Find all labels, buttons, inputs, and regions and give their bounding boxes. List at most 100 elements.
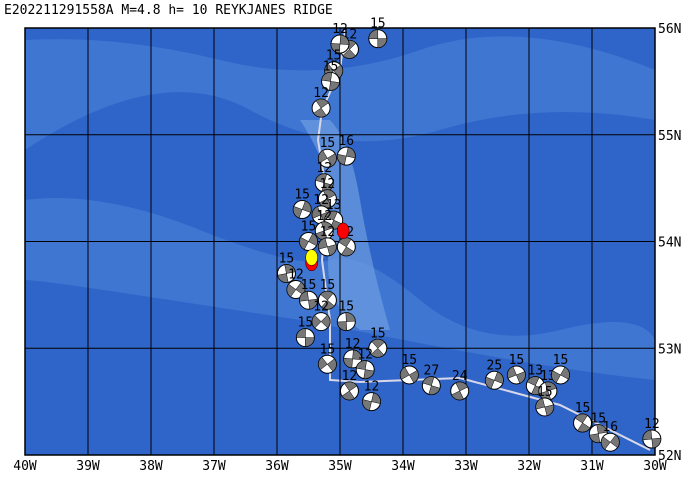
beachball-quadrant (321, 72, 340, 91)
depth-label: 15 (537, 385, 553, 400)
depth-label: 12 (288, 268, 304, 283)
beachball-quadrant (485, 371, 504, 390)
depth-label: 12 (332, 22, 348, 37)
x-tick-label: 35W (328, 459, 352, 474)
beachball-quadrant (507, 366, 526, 384)
beachball (276, 264, 296, 284)
beachball (355, 360, 375, 380)
beachball-quadrant (343, 349, 362, 369)
depth-label: 15 (590, 412, 606, 427)
depth-label: 15 (279, 252, 295, 267)
depth-label: 13 (326, 198, 342, 213)
x-tick-label: 39W (76, 459, 100, 474)
beachball-quadrant (318, 150, 337, 167)
depth-label: 15 (338, 300, 354, 315)
depth-label: 12 (644, 417, 660, 432)
beachball-quadrant (277, 264, 296, 283)
depth-label: 25 (487, 358, 503, 373)
beachball (317, 148, 337, 168)
depth-label: 12 (316, 209, 332, 224)
beachball (286, 280, 306, 300)
y-tick-label: 55N (658, 129, 681, 144)
beachball (292, 199, 312, 219)
map-border (24, 27, 656, 456)
beachball-quadrant (299, 291, 318, 310)
beachball (339, 381, 359, 401)
beachball-quadrant (318, 356, 337, 372)
highlight-event (305, 249, 318, 266)
depth-label: 15 (301, 278, 317, 293)
beachball-quadrant (296, 328, 315, 347)
depth-label: 15 (320, 278, 336, 293)
depth-label: 27 (424, 364, 440, 379)
beachball-quadrant (551, 366, 570, 384)
beachball (317, 290, 337, 310)
beachball (330, 34, 350, 54)
beachball (317, 189, 337, 209)
x-tick-label: 40W (13, 459, 37, 474)
y-tick-label: 53N (658, 342, 681, 357)
depth-label: 15 (370, 326, 386, 341)
beachball-quadrant (370, 339, 385, 358)
beachball-quadrant (330, 34, 350, 54)
beachball-quadrant (356, 360, 375, 379)
beachball (535, 397, 555, 417)
depth-label: 12 (313, 300, 329, 315)
beachball (399, 365, 419, 385)
beachball-quadrant (601, 434, 620, 450)
beachball-quadrant (422, 376, 441, 395)
beachball (336, 146, 356, 166)
beachball-quadrant (337, 312, 356, 331)
depth-label: 16 (602, 420, 618, 435)
beachball (642, 429, 662, 449)
beachball (573, 413, 593, 433)
beachball (551, 365, 570, 385)
beachball-quadrant (311, 314, 331, 329)
depth-label: 15 (401, 353, 417, 368)
y-tick-label: 52N (658, 449, 681, 464)
y-tick-label: 54N (658, 236, 681, 251)
beachball (311, 98, 331, 118)
beachball (368, 338, 388, 358)
depth-label: 12 (313, 193, 329, 208)
depth-label: 12 (313, 86, 329, 101)
highlight-event (336, 222, 350, 240)
beachball-quadrant (400, 366, 419, 384)
x-tick-label: 38W (139, 459, 163, 474)
x-tick-label: 32W (517, 459, 541, 474)
beachball-quadrant (362, 392, 381, 411)
beachball (484, 370, 504, 390)
beachball-quadrant (313, 98, 329, 118)
depth-label: 12 (320, 177, 336, 192)
beachball (317, 237, 337, 257)
beachball-quadrant (589, 424, 608, 443)
x-tick-label: 33W (454, 459, 478, 474)
depth-label: 15 (553, 353, 569, 368)
depth-label: 15 (323, 59, 339, 74)
depth-label: 15 (294, 187, 310, 202)
beachball-quadrant (318, 237, 337, 256)
beachball-quadrant (337, 147, 356, 166)
depth-label: 15 (326, 49, 342, 64)
beachball-quadrant (292, 200, 312, 219)
beachball (336, 237, 356, 257)
depth-label: 15 (575, 401, 591, 416)
x-tick-label: 30W (643, 459, 667, 474)
beachball (600, 432, 620, 452)
y-tick-label: 56N (658, 22, 681, 37)
beachball (336, 312, 356, 332)
beachball (299, 290, 318, 310)
depth-label: 12 (345, 337, 361, 352)
beachball-quadrant (535, 397, 554, 416)
beachball (506, 365, 526, 385)
depth-label: 13 (527, 364, 543, 379)
x-tick-label: 37W (202, 459, 226, 474)
x-tick-label: 36W (265, 459, 289, 474)
depth-label: 12 (357, 348, 373, 363)
beachball-quadrant (642, 429, 662, 449)
beachball (317, 354, 337, 374)
beachball (421, 376, 441, 396)
beachball-quadrant (451, 381, 469, 401)
depth-label: 12 (364, 380, 380, 395)
beachball (299, 232, 318, 251)
